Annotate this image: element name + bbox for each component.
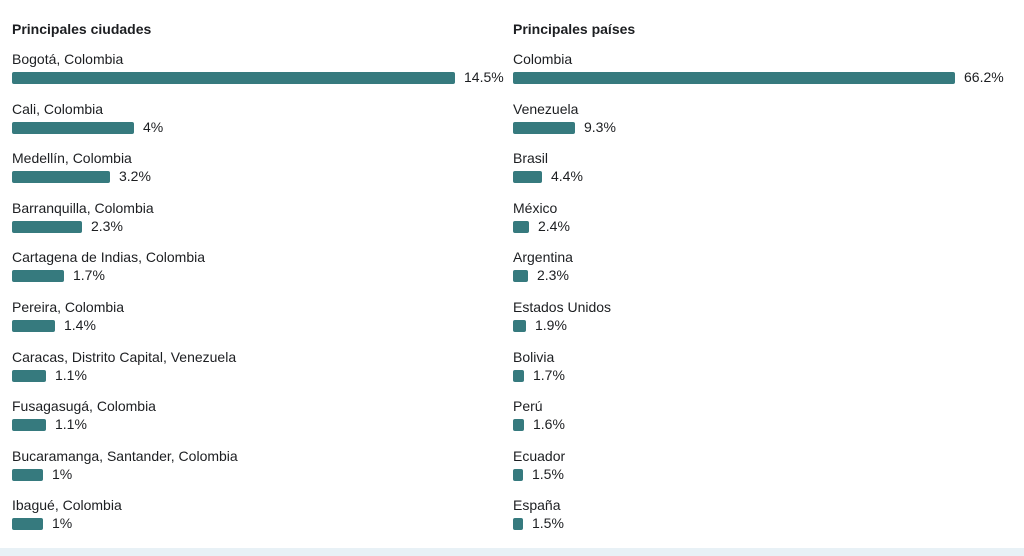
city-value-label: 3.2% xyxy=(119,168,151,185)
city-bar xyxy=(12,369,46,382)
city-label: Bogotá, Colombia xyxy=(12,51,124,67)
city-row: Bogotá, Colombia 14.5% xyxy=(12,51,506,91)
country-row: España 1.5% xyxy=(513,497,1007,537)
country-value-label: 1.5% xyxy=(532,515,564,532)
country-label: Bolivia xyxy=(513,348,555,365)
city-row: Cali, Colombia 4% xyxy=(12,101,506,141)
country-value-label: 9.3% xyxy=(584,118,616,135)
city-bar xyxy=(12,468,43,481)
country-row: Venezuela 9.3% xyxy=(513,101,1007,141)
country-label: Venezuela xyxy=(513,100,579,117)
country-row: Estados Unidos 1.9% xyxy=(513,299,1007,339)
city-value-label: 4% xyxy=(143,118,164,135)
country-value-label: 1.9% xyxy=(535,317,567,333)
country-value-label: 2.4% xyxy=(538,217,570,234)
country-label: Perú xyxy=(513,398,543,415)
city-label: Cali, Colombia xyxy=(12,100,104,117)
country-label: Brasil xyxy=(513,150,549,167)
country-row: Perú 1.6% xyxy=(513,398,1007,438)
city-label: Pereira, Colombia xyxy=(12,299,125,315)
country-row: Brasil 4.4% xyxy=(513,150,1007,190)
top-cities-title: Principales ciudades xyxy=(12,21,152,37)
country-bar xyxy=(513,270,528,283)
city-label: Fusagasugá, Colombia xyxy=(12,398,156,415)
country-row: México 2.4% xyxy=(513,200,1007,240)
city-value-label: 1% xyxy=(52,465,73,482)
city-value-label: 1.1% xyxy=(55,416,87,433)
country-row: Colombia 66.2% xyxy=(513,51,1007,91)
city-row: Ibagué, Colombia 1% xyxy=(12,497,506,537)
country-bar xyxy=(513,468,523,481)
country-value-label: 1.5% xyxy=(532,465,564,482)
country-value-label: 2.3% xyxy=(537,267,569,284)
city-row: Fusagasugá, Colombia 1.1% xyxy=(12,398,506,438)
city-row: Pereira, Colombia 1.4% xyxy=(12,299,506,339)
city-label: Medellín, Colombia xyxy=(12,150,132,167)
city-row: Bucaramanga, Santander, Colombia 1% xyxy=(12,448,506,488)
city-label: Bucaramanga, Santander, Colombia xyxy=(12,447,238,464)
country-row: Argentina 2.3% xyxy=(513,249,1007,289)
country-label: México xyxy=(513,199,558,216)
top-countries-title: Principales países xyxy=(513,21,636,37)
city-label: Ibagué, Colombia xyxy=(12,497,122,514)
city-row: Cartagena de Indias, Colombia 1.7% xyxy=(12,249,506,289)
city-value-label: 1% xyxy=(52,515,73,532)
city-row: Medellín, Colombia 3.2% xyxy=(12,150,506,190)
city-row: Barranquilla, Colombia 2.3% xyxy=(12,200,506,240)
city-bar xyxy=(12,220,82,233)
top-cities-panel: Principales ciudades Bogotá, Colombia 14.… xyxy=(12,0,506,548)
top-countries-panel: Principales países Colombia 66.2% Venezuel… xyxy=(513,0,1007,548)
country-label: Estados Unidos xyxy=(513,299,612,315)
city-value-label: 1.7% xyxy=(73,267,105,284)
city-label: Barranquilla, Colombia xyxy=(12,199,154,216)
city-bar xyxy=(12,72,455,84)
city-value-label: 1.1% xyxy=(55,366,87,383)
country-bar xyxy=(513,72,955,84)
country-bar xyxy=(513,320,526,332)
country-label: España xyxy=(513,497,561,514)
city-bar xyxy=(12,419,46,432)
country-label: Colombia xyxy=(513,51,573,67)
bottom-strip xyxy=(0,548,1024,556)
city-bar xyxy=(12,320,55,332)
country-row: Bolivia 1.7% xyxy=(513,349,1007,389)
country-row: Ecuador 1.5% xyxy=(513,448,1007,488)
city-bar xyxy=(12,518,43,531)
city-bar xyxy=(12,270,64,283)
country-bar xyxy=(513,171,542,184)
country-label: Argentina xyxy=(513,249,573,266)
city-bar xyxy=(12,121,134,134)
country-bar xyxy=(513,220,529,233)
country-bar xyxy=(513,518,523,531)
country-value-label: 1.6% xyxy=(533,416,565,433)
country-bar xyxy=(513,419,524,432)
city-value-label: 2.3% xyxy=(91,217,123,234)
city-row: Caracas, Distrito Capital, Venezuela 1.1% xyxy=(12,349,506,389)
city-value-label: 1.4% xyxy=(64,317,96,333)
country-bar xyxy=(513,369,524,382)
country-value-label: 4.4% xyxy=(551,168,583,185)
country-value-label: 1.7% xyxy=(533,366,565,383)
city-value-label: 14.5% xyxy=(464,69,504,85)
city-bar xyxy=(12,171,110,184)
city-label: Caracas, Distrito Capital, Venezuela xyxy=(12,348,237,365)
country-label: Ecuador xyxy=(513,447,566,464)
country-bar xyxy=(513,121,575,134)
country-value-label: 66.2% xyxy=(964,69,1004,85)
city-label: Cartagena de Indias, Colombia xyxy=(12,249,206,266)
